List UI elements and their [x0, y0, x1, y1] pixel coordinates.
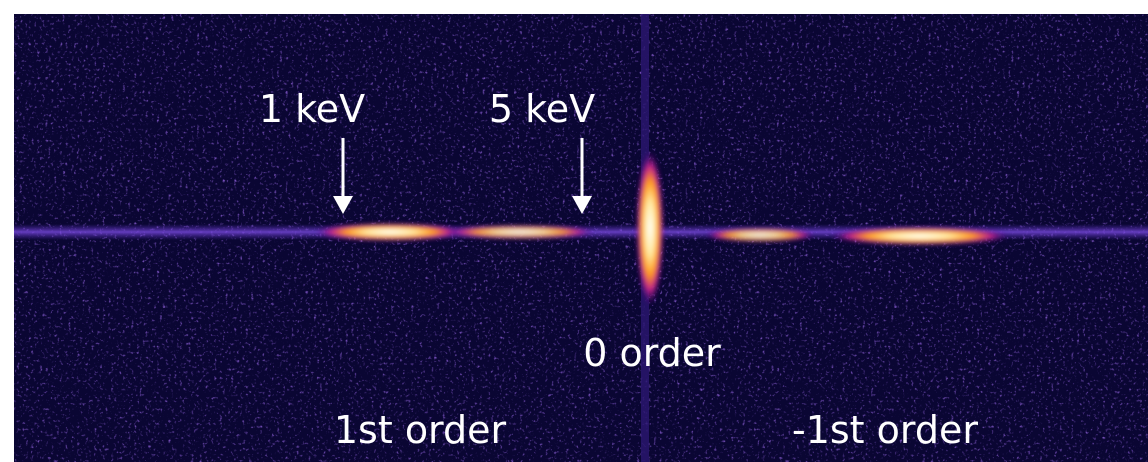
zero-order	[636, 150, 664, 306]
order-label: 1st order	[334, 408, 507, 452]
arrow-head	[572, 196, 592, 214]
energy-label: 1 keV	[259, 87, 365, 131]
order-label: -1st order	[792, 408, 978, 452]
spectral-features	[315, 150, 1010, 306]
arrows	[333, 138, 592, 214]
minus-first-order-low	[830, 227, 1010, 245]
order-label: 0 order	[583, 331, 721, 375]
energy-label: 5 keV	[489, 87, 595, 131]
first-order-low	[315, 223, 465, 241]
arrow-head	[333, 196, 353, 214]
minus-first-order-high	[705, 228, 815, 242]
first-order-high	[445, 225, 595, 239]
